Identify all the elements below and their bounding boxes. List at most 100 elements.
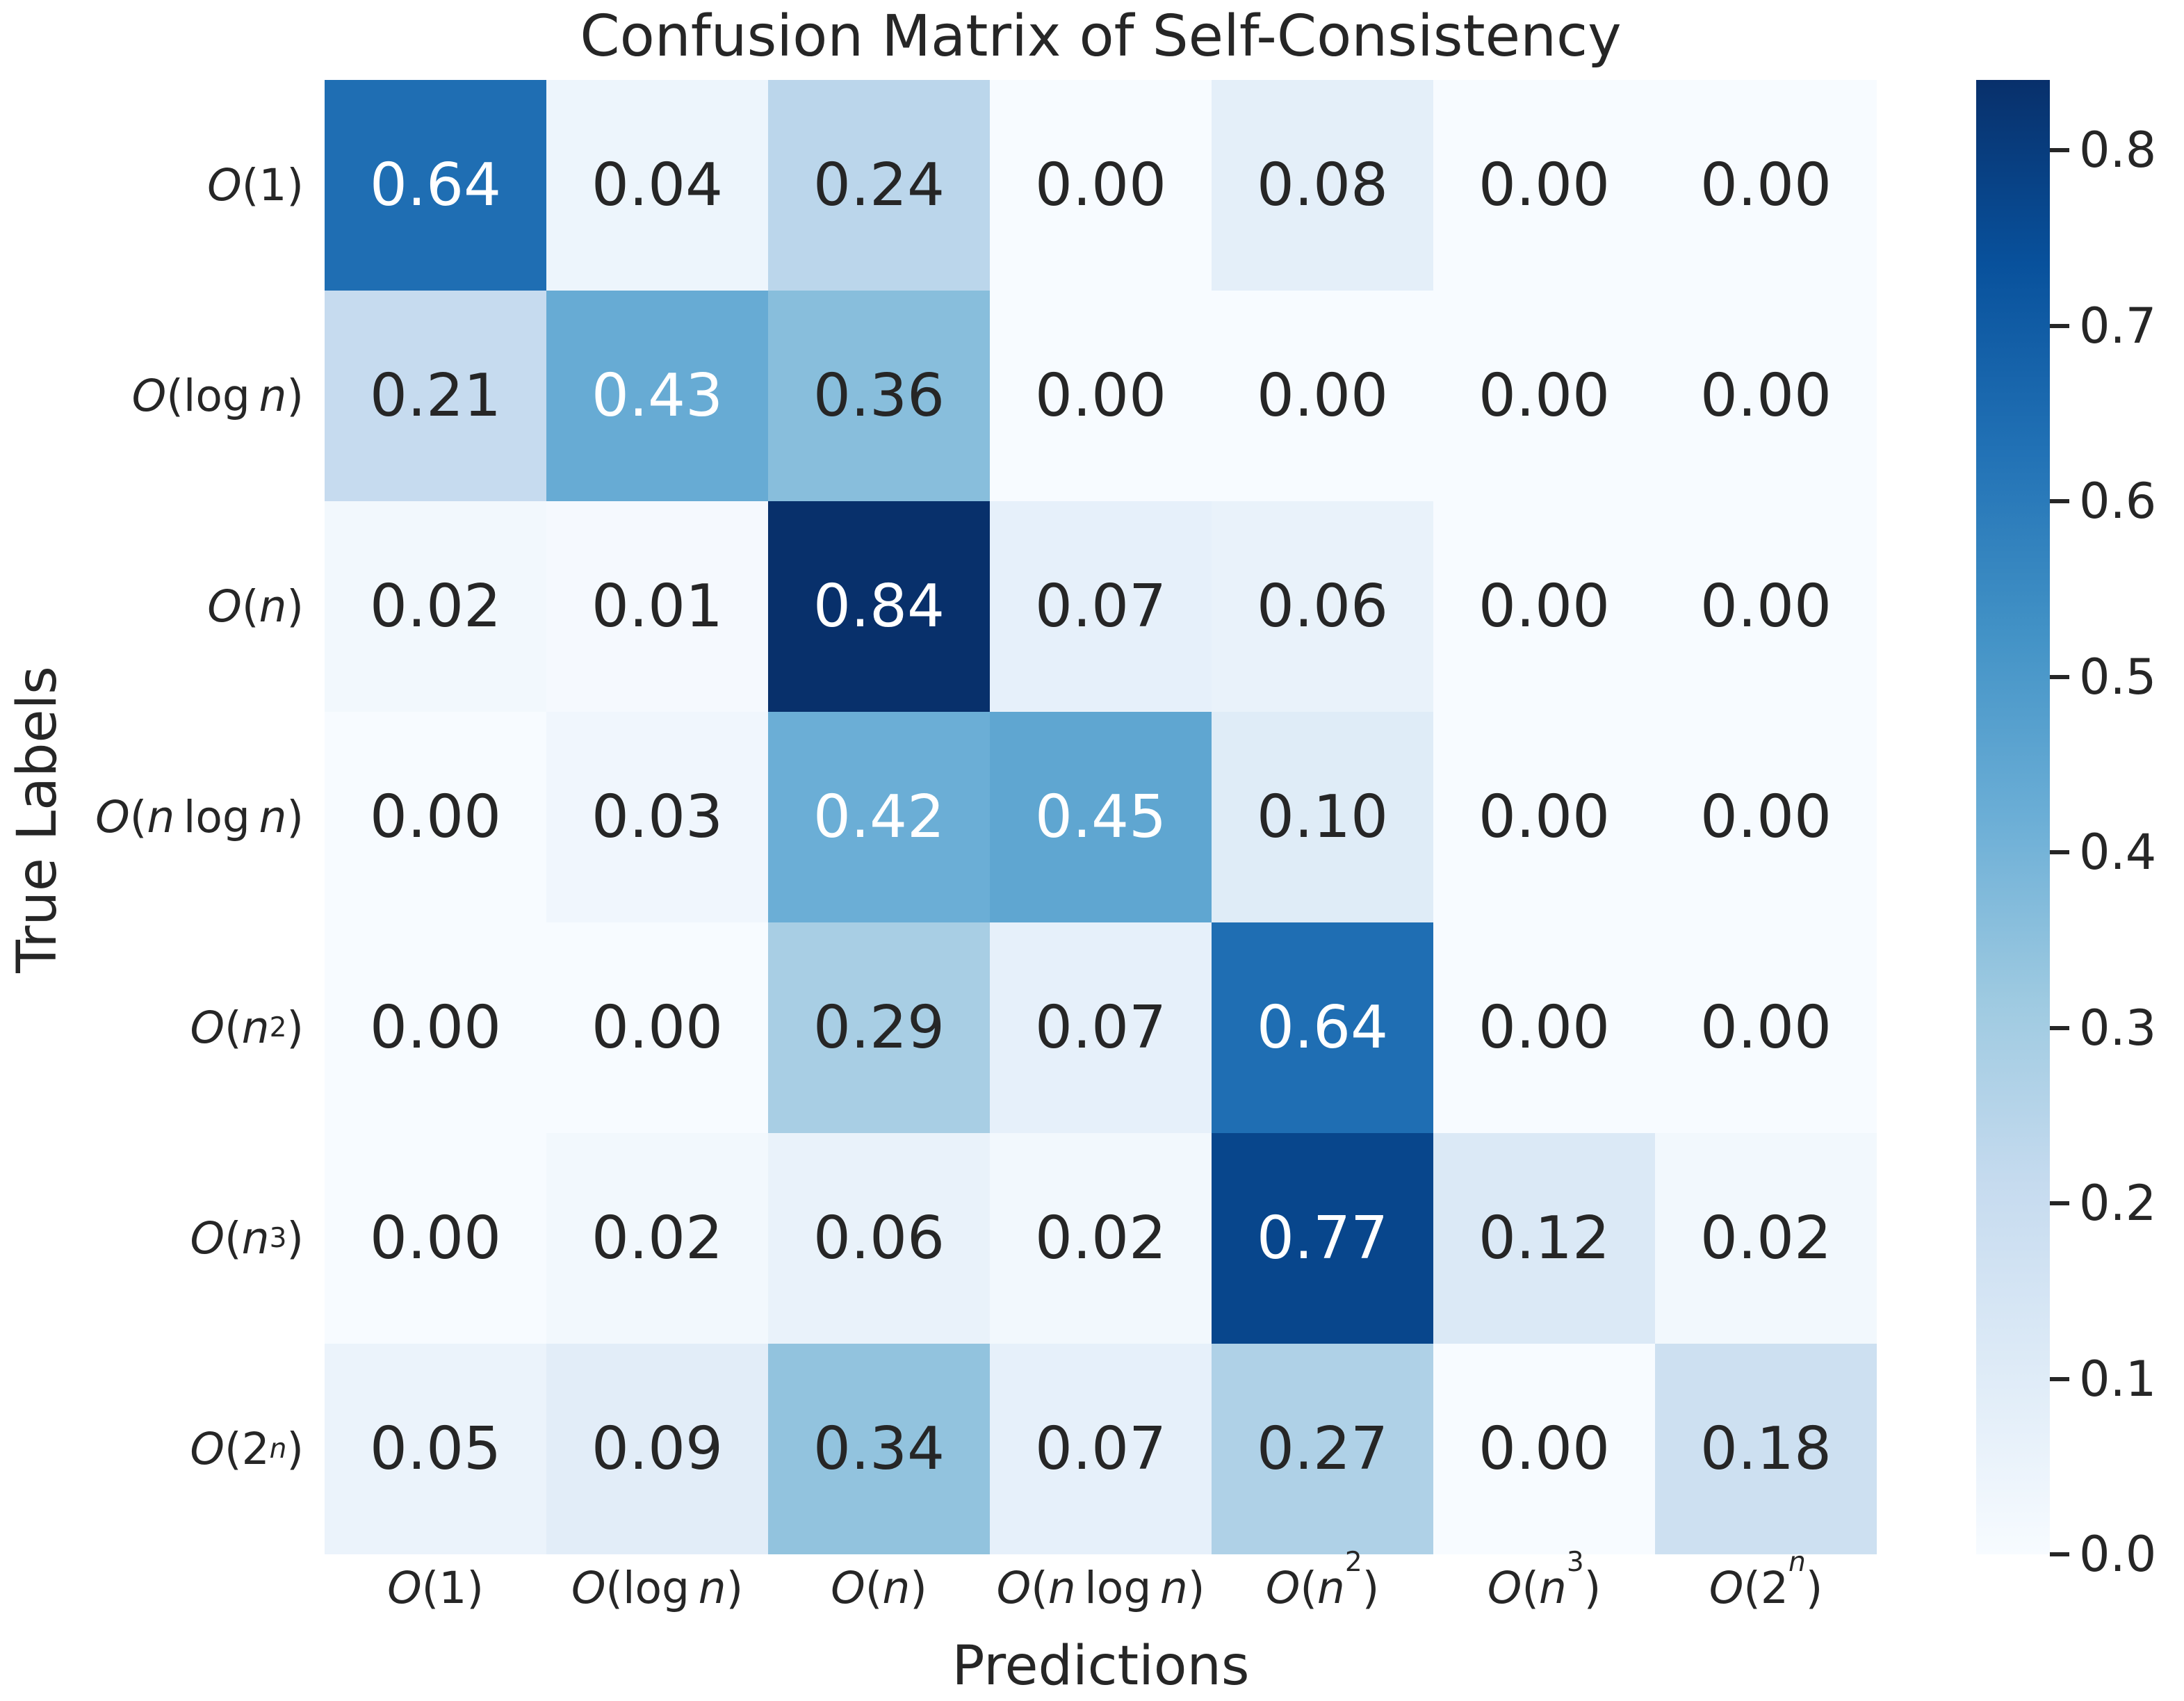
heatmap-cell: 0.00 [1433,1344,1655,1554]
cell-value: 0.24 [813,151,945,220]
colorbar-tick-label: 0.6 [2079,473,2157,530]
heatmap-cell: 0.34 [768,1344,990,1554]
heatmap-cell: 0.00 [1655,922,1877,1133]
heatmap-cell: 0.00 [1655,712,1877,922]
colorbar-tick-label: 0.4 [2079,824,2157,881]
x-tick-label: O (log n) [571,1563,744,1613]
heatmap-cell: 0.06 [768,1133,990,1344]
y-tick-label: O (1) [207,160,304,211]
cell-value: 0.02 [1700,1204,1832,1273]
colorbar-tick-label: 0.1 [2079,1350,2157,1408]
heatmap-cell: 0.64 [1212,922,1433,1133]
cell-value: 0.00 [1700,993,1832,1062]
heatmap-cell: 0.00 [1655,80,1877,291]
cell-value: 0.00 [1700,151,1832,220]
cell-value: 0.43 [591,361,724,430]
heatmap-cell: 0.00 [990,291,1212,501]
y-tick-label: O (log n) [131,371,304,421]
heatmap-cell: 0.02 [1655,1133,1877,1344]
cell-value: 0.84 [813,572,945,641]
cell-value: 0.00 [1034,151,1167,220]
heatmap-cell: 0.04 [546,80,768,291]
heatmap-cell: 0.21 [325,291,546,501]
heatmap-cell: 0.07 [990,1344,1212,1554]
cell-value: 0.09 [591,1415,724,1483]
cell-value: 0.00 [369,783,502,852]
cell-value: 0.05 [369,1415,502,1483]
heatmap-cell: 0.00 [1655,291,1877,501]
cell-value: 0.00 [1478,361,1611,430]
cell-value: 0.10 [1256,783,1389,852]
heatmap-cell: 0.00 [1433,712,1655,922]
cell-value: 0.27 [1256,1415,1389,1483]
heatmap-cell: 0.00 [1655,501,1877,712]
colorbar-tick-label: 0.3 [2079,999,2157,1057]
cell-value: 0.45 [1034,783,1167,852]
heatmap-cell: 0.45 [990,712,1212,922]
x-tick-label: O(n log n) [996,1563,1205,1613]
cell-value: 0.36 [813,361,945,430]
heatmap-cell: 0.06 [1212,501,1433,712]
heatmap-cell: 0.01 [546,501,768,712]
heatmap-cell: 0.09 [546,1344,768,1554]
cell-value: 0.00 [1478,572,1611,641]
heatmap-cell: 0.00 [325,712,546,922]
heatmap-cell: 0.00 [1433,922,1655,1133]
cell-value: 0.07 [1034,572,1167,641]
heatmap-cell: 0.10 [1212,712,1433,922]
heatmap-cell: 0.07 [990,501,1212,712]
cell-value: 0.02 [369,572,502,641]
colorbar-tick-mark [2050,148,2069,152]
colorbar-tick-label: 0.7 [2079,297,2157,355]
heatmap-cell: 0.12 [1433,1133,1655,1344]
colorbar-tick-mark [2050,850,2069,854]
y-tick-label: O(n 3) [190,1213,304,1264]
heatmap-cell: 0.08 [1212,80,1433,291]
colorbar-tick-label: 0.0 [2079,1526,2157,1583]
cell-value: 0.00 [1700,361,1832,430]
heatmap-cell: 0.84 [768,501,990,712]
y-tick-label: O(n) [207,581,304,632]
x-tick-labels: O (1) O (log n) O(n) O(n log n) O(n 2) O(n 3) O (2 n… [325,1547,1877,1639]
cell-value: 0.00 [1478,1415,1611,1483]
cell-value: 0.00 [1478,151,1611,220]
colorbar-tick-mark [2050,1025,2069,1030]
cell-value: 0.00 [1700,783,1832,852]
x-tick-label: O(n) [831,1563,927,1613]
colorbar-tick-mark [2050,1201,2069,1205]
colorbar-ticks: 0.8 0.7 0.6 0.5 0.4 0.3 0.2 0.1 0.0 [2050,80,2182,1583]
cell-value: 0.00 [1478,783,1611,852]
heatmap-cell: 0.77 [1212,1133,1433,1344]
cell-value: 0.12 [1478,1204,1611,1273]
colorbar-tick-label: 0.8 [2079,122,2157,179]
heatmap-grid: 0.64 0.04 0.24 0.00 0.08 0.00 0.00 0.21 0.43 0.36… [325,80,1877,1554]
colorbar-tick-label: 0.2 [2079,1175,2157,1232]
cell-value: 0.01 [591,572,724,641]
heatmap-cell: 0.00 [1212,291,1433,501]
colorbar-tick-mark [2050,674,2069,679]
colorbar-tick-mark [2050,1552,2069,1556]
chart-title: Confusion Matrix of Self-Consistency [580,3,1622,70]
y-tick-label: O(n log n) [95,792,304,843]
heatmap-cell: 0.18 [1655,1344,1877,1554]
y-tick-label: O(n 2) [190,1002,304,1053]
cell-value: 0.64 [369,151,502,220]
cell-value: 0.64 [1256,993,1389,1062]
x-tick-label: O(n 2) [1265,1547,1380,1613]
heatmap-cell: 0.02 [546,1133,768,1344]
x-axis-label: Predictions [952,1635,1250,1698]
cell-value: 0.00 [1700,572,1832,641]
heatmap-cell: 0.42 [768,712,990,922]
x-tick-label: O (1) [387,1563,484,1613]
cell-value: 0.77 [1256,1204,1389,1273]
x-tick-label: O(n 3) [1487,1547,1602,1613]
heatmap-cell: 0.00 [990,80,1212,291]
heatmap-cell: 0.00 [1433,80,1655,291]
cell-value: 0.18 [1700,1415,1832,1483]
heatmap-cell: 0.00 [325,922,546,1133]
heatmap-cell: 0.00 [1433,291,1655,501]
heatmap-cell: 0.05 [325,1344,546,1554]
cell-value: 0.42 [813,783,945,852]
cell-value: 0.02 [591,1204,724,1273]
